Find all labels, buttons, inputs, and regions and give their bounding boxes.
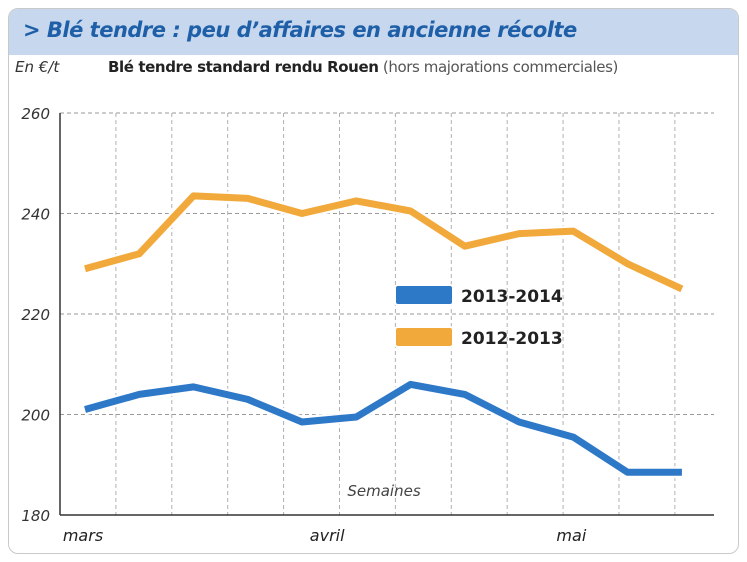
unit-label: En €/t	[15, 58, 60, 76]
y-tick-label: 200	[21, 407, 50, 425]
series-lines	[83, 189, 685, 479]
x-tick-label: avril	[310, 526, 345, 545]
grid	[60, 112, 714, 515]
y-tick-label: 240	[21, 206, 50, 224]
x-tick-labels: mars avril mai	[63, 526, 587, 545]
series-line	[84, 192, 684, 293]
x-tick-label: mars	[63, 526, 103, 545]
subtitle-main: Blé tendre standard rendu Rouen	[108, 58, 379, 76]
y-tick-label: 180	[21, 507, 50, 525]
legend-swatch	[394, 284, 454, 306]
y-tick-label: 220	[21, 306, 50, 324]
legend: 2013-2014 2012-2013	[394, 284, 563, 349]
x-tick-label: mai	[556, 526, 586, 545]
title-bar: > Blé tendre : peu d’affaires en ancienn…	[9, 9, 738, 55]
x-axis-label: Semaines	[347, 482, 420, 500]
y-tick-labels: 180 200 220 240 260	[21, 105, 50, 525]
chart-title: > Blé tendre : peu d’affaires en ancienn…	[23, 18, 577, 42]
legend-label: 2013-2014	[461, 287, 563, 307]
y-tick-label: 260	[21, 105, 50, 123]
axes	[59, 113, 714, 516]
subtitle-note: (hors majorations commerciales)	[382, 58, 618, 76]
series-line	[84, 380, 682, 476]
legend-swatch	[394, 326, 454, 348]
legend-label: 2012-2013	[461, 329, 563, 349]
chart-card: > Blé tendre : peu d’affaires en ancienn…	[8, 8, 739, 554]
chart-subtitle: Blé tendre standard rendu Rouen (hors ma…	[108, 58, 618, 76]
